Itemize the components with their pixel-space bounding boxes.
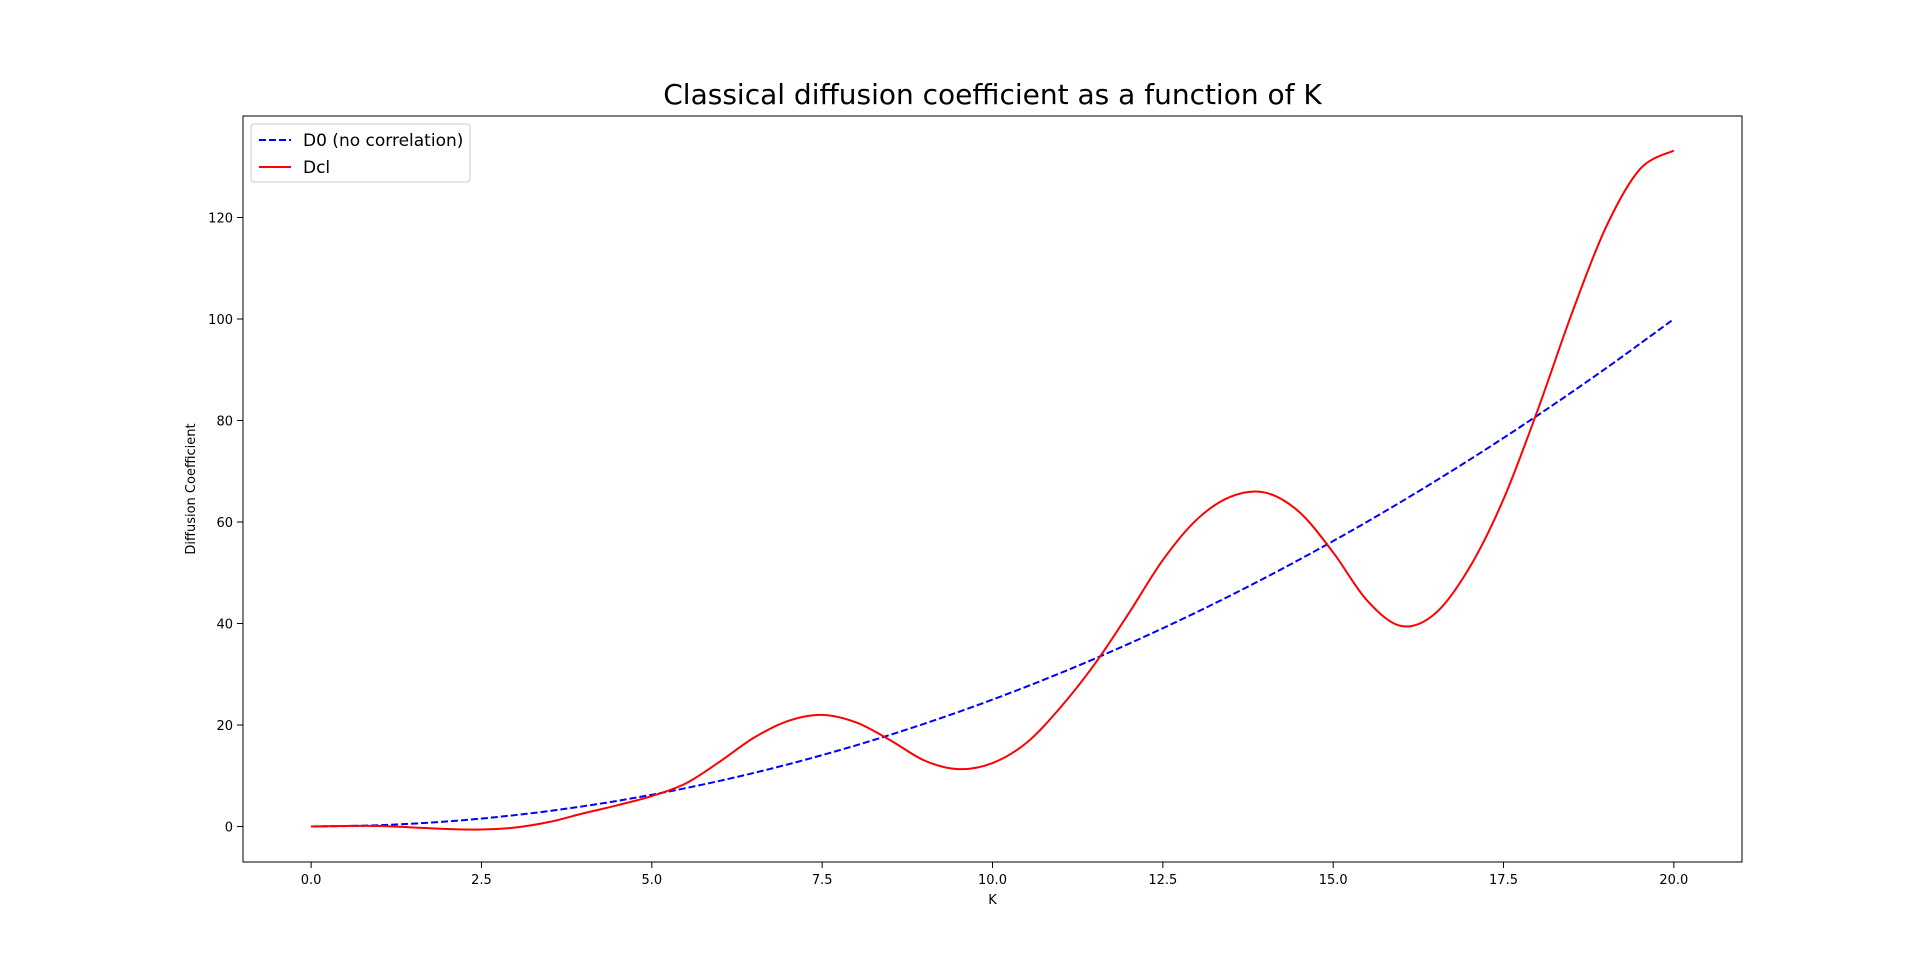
x-tick-label: 17.5 xyxy=(1489,873,1518,888)
plot-frame xyxy=(242,115,1743,863)
y-tick-label: 40 xyxy=(216,617,233,632)
plot-content xyxy=(311,149,1675,831)
chart-title: Classical diffusion coefficient as a fun… xyxy=(663,78,1322,111)
x-tick-label: 2.5 xyxy=(471,873,492,888)
legend: D0 (no correlation) Dcl xyxy=(250,123,471,183)
y-tick-label: 120 xyxy=(208,211,233,226)
x-tick-label: 7.5 xyxy=(812,873,833,888)
y-tick-label: 60 xyxy=(216,516,233,531)
y-tick-label: 0 xyxy=(225,820,233,835)
legend-box xyxy=(250,123,471,183)
y-tick-label: 100 xyxy=(208,313,233,328)
x-tick-label: 5.0 xyxy=(641,873,662,888)
x-tick-label: 15.0 xyxy=(1319,873,1348,888)
y-axis-label: Diffusion Coefficient xyxy=(184,423,199,554)
x-axis-ticks: 0.0 2.5 5.0 7.5 10.0 12.5 15.0 17.5 20.0 xyxy=(301,862,1688,888)
y-tick-label: 80 xyxy=(216,414,233,429)
x-axis-label: K xyxy=(988,893,997,908)
legend-label-2: Dcl xyxy=(303,158,330,178)
x-tick-label: 20.0 xyxy=(1659,873,1688,888)
x-tick-label: 12.5 xyxy=(1148,873,1177,888)
y-tick-label: 20 xyxy=(216,719,233,734)
x-tick-label: 0.0 xyxy=(301,873,322,888)
series-line-1 xyxy=(311,318,1675,828)
x-tick-label: 10.0 xyxy=(978,873,1007,888)
series-line-2 xyxy=(311,149,1675,831)
y-axis-ticks: 0 20 40 60 80 100 120 xyxy=(208,211,243,835)
legend-label-1: D0 (no correlation) xyxy=(303,131,463,151)
